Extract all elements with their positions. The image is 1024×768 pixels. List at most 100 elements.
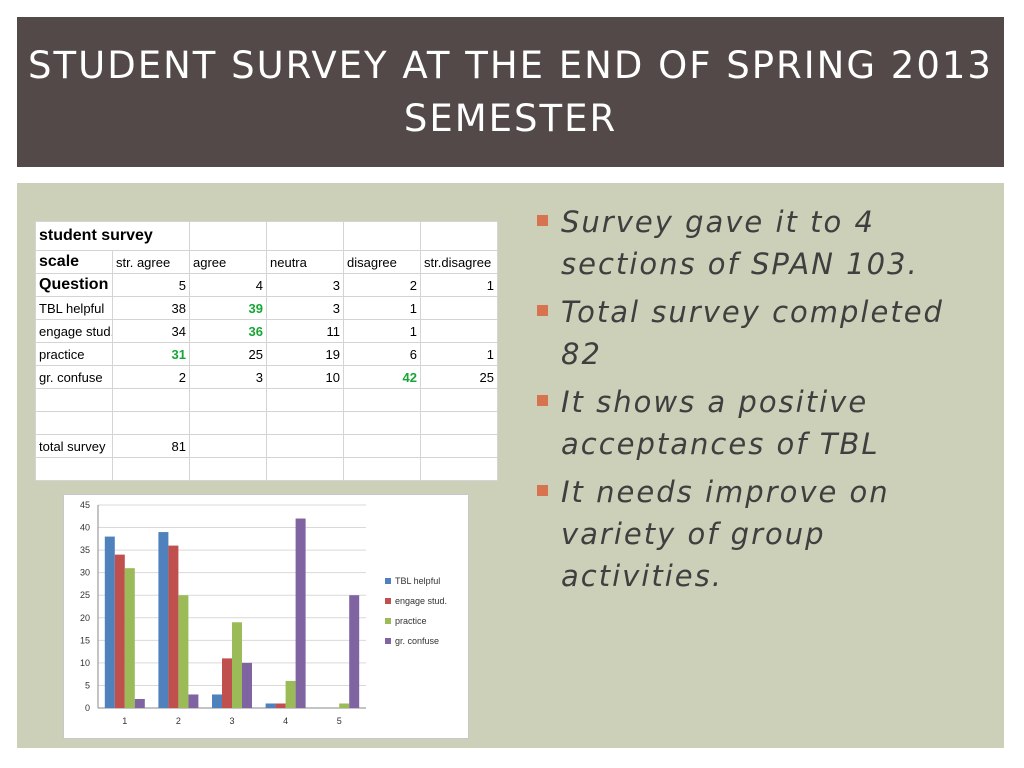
row-label: practice <box>35 342 113 366</box>
bar <box>158 532 169 708</box>
y-tick-label: 0 <box>85 703 90 713</box>
bullet-square-icon <box>537 395 548 406</box>
table-cell: 3 <box>189 365 267 389</box>
x-tick-label: 2 <box>176 716 181 726</box>
table-cell: 11 <box>266 319 344 343</box>
question-label: Question <box>35 273 113 297</box>
y-tick-label: 20 <box>80 613 90 623</box>
scale-header: agree <box>189 250 267 274</box>
bar <box>114 554 125 708</box>
table-cell: 10 <box>266 365 344 389</box>
y-tick-label: 30 <box>80 568 90 578</box>
scale-value: 3 <box>266 273 344 297</box>
bar <box>178 595 189 708</box>
bar <box>349 595 360 708</box>
bar <box>339 703 350 708</box>
table-cell: 1 <box>343 296 421 320</box>
table-cell: 39 <box>189 296 267 320</box>
table-cell: 42 <box>343 365 421 389</box>
title-bar: STUDENT SURVEY AT THE END OF SPRING 2013… <box>17 17 1004 167</box>
row-label: gr. confuse <box>35 365 113 389</box>
x-tick-label: 3 <box>229 716 234 726</box>
bullet-item: It needs improve on variety of group act… <box>537 471 977 597</box>
legend-label: gr. confuse <box>395 636 439 646</box>
bullet-square-icon <box>537 485 548 496</box>
scale-header: str.disagree <box>420 250 498 274</box>
bar <box>275 703 286 708</box>
blank-row <box>35 457 498 481</box>
legend-swatch <box>385 618 391 624</box>
y-tick-label: 10 <box>80 658 90 668</box>
y-tick-label: 5 <box>85 680 90 690</box>
question-row: Question 5 4 3 2 1 <box>35 273 498 297</box>
legend-label: engage stud. <box>395 596 447 606</box>
blank-row <box>35 411 498 435</box>
bullet-item: Total survey completed 82 <box>537 291 977 375</box>
table-cell: 3 <box>266 296 344 320</box>
scale-header: disagree <box>343 250 421 274</box>
table-row: gr. confuse 2 3 10 42 25 <box>35 365 498 389</box>
scale-header-row: scale str. agree agree neutra disagree s… <box>35 250 498 274</box>
bullet-square-icon <box>537 215 548 226</box>
bullet-text: It needs improve on variety of group act… <box>561 475 890 593</box>
table-row: TBL helpful 38 39 3 1 <box>35 296 498 320</box>
y-tick-label: 15 <box>80 635 90 645</box>
x-tick-label: 5 <box>337 716 342 726</box>
bar <box>212 694 222 708</box>
survey-table: student survey scale str. agree agree ne… <box>35 221 498 481</box>
survey-spreadsheet: student survey scale str. agree agree ne… <box>35 221 498 481</box>
table-title-row: student survey <box>35 221 498 251</box>
table-row: practice 31 25 19 6 1 <box>35 342 498 366</box>
table-cell <box>420 319 498 343</box>
bar <box>134 698 145 708</box>
total-value: 81 <box>112 434 190 458</box>
bar <box>168 545 179 708</box>
bar <box>232 622 242 708</box>
table-row: engage stud. 34 36 11 1 <box>35 319 498 343</box>
bar <box>242 662 252 708</box>
scale-value: 1 <box>420 273 498 297</box>
scale-label: scale <box>35 250 113 274</box>
legend-label: TBL helpful <box>395 576 440 586</box>
table-cell: 1 <box>343 319 421 343</box>
table-cell: 19 <box>266 342 344 366</box>
table-cell: 25 <box>420 365 498 389</box>
table-cell: 38 <box>112 296 190 320</box>
bullet-text: It shows a positive acceptances of TBL <box>561 385 880 461</box>
bar <box>222 658 232 708</box>
legend-swatch <box>385 638 391 644</box>
total-label: total survey <box>35 434 113 458</box>
row-label: TBL helpful <box>35 296 113 320</box>
bar <box>265 703 276 708</box>
table-cell <box>420 296 498 320</box>
legend-label: practice <box>395 616 427 626</box>
total-row: total survey 81 <box>35 434 498 458</box>
slide-title: STUDENT SURVEY AT THE END OF SPRING 2013… <box>28 44 993 140</box>
table-cell: 2 <box>112 365 190 389</box>
table-cell: 36 <box>189 319 267 343</box>
bullet-square-icon <box>537 305 548 316</box>
blank-row <box>35 388 498 412</box>
bullet-text: Survey gave it to 4 sections of SPAN 103… <box>561 205 919 281</box>
legend-swatch <box>385 578 391 584</box>
bar <box>285 680 296 708</box>
bullet-item: Survey gave it to 4 sections of SPAN 103… <box>537 201 977 285</box>
scale-value: 4 <box>189 273 267 297</box>
y-tick-label: 40 <box>80 523 90 533</box>
table-cell: 6 <box>343 342 421 366</box>
scale-header: str. agree <box>112 250 190 274</box>
bar <box>104 536 115 708</box>
table-title: student survey <box>35 221 190 251</box>
table-cell: 1 <box>420 342 498 366</box>
x-tick-label: 1 <box>122 716 127 726</box>
survey-bar-chart: 0 5 10 15 20 25 30 35 40 45 1 2 3 4 5 TBL helpful engage… <box>63 494 469 739</box>
legend-swatch <box>385 598 391 604</box>
bar <box>124 568 135 708</box>
bar <box>188 694 199 708</box>
bullet-text: Total survey completed 82 <box>561 295 944 371</box>
scale-header: neutra <box>266 250 344 274</box>
bullet-item: It shows a positive acceptances of TBL <box>537 381 977 465</box>
y-tick-label: 35 <box>80 545 90 555</box>
y-tick-label: 45 <box>80 500 90 510</box>
